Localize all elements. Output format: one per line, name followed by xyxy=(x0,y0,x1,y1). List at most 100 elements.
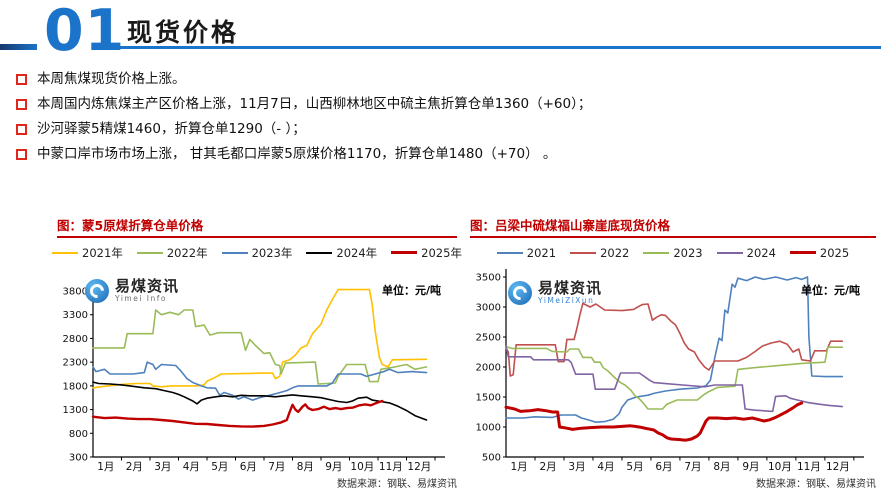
chart-panel-luliang-coal: 图：吕梁中硫煤福山寨崖底现货价格 2021 2022 2023 2024 2025 50… xyxy=(470,218,876,490)
svg-text:300: 300 xyxy=(69,453,88,464)
svg-text:3月: 3月 xyxy=(568,461,585,473)
legend-item: 2021年 xyxy=(52,245,123,261)
legend-item: 2024年 xyxy=(306,245,377,261)
svg-text:3300: 3300 xyxy=(63,310,88,321)
svg-text:2月: 2月 xyxy=(126,461,143,473)
legend-swatch xyxy=(789,251,816,254)
svg-text:4月: 4月 xyxy=(183,461,200,473)
svg-text:6月: 6月 xyxy=(240,461,257,473)
bullet-item: 中蒙口岸市场市场上涨， 甘其毛都口岸蒙5原煤价格1170，折算仓单1480（+7… xyxy=(14,142,864,167)
svg-text:12月: 12月 xyxy=(826,461,850,473)
legend-swatch xyxy=(716,251,743,254)
bullet-list: 本周焦煤现货价格上涨。本周国内炼焦煤主产区价格上涨，11月7日，山西柳林地区中硫… xyxy=(14,67,864,167)
svg-text:12月: 12月 xyxy=(407,461,431,473)
svg-text:1000: 1000 xyxy=(476,423,501,434)
legend-label: 2021 xyxy=(526,245,557,260)
legend-swatch xyxy=(496,251,523,254)
bullet-text: 本周国内炼焦煤主产区价格上涨，11月7日，山西柳林地区中硫主焦折算仓单1360（… xyxy=(37,96,592,112)
plot-area: 300 800 1300 1800 2300 2800 3300 3800 1月 2月 3月 4月 5月… xyxy=(57,261,457,473)
svg-text:2月: 2月 xyxy=(539,461,556,473)
legend-swatch xyxy=(221,251,248,254)
svg-text:2800: 2800 xyxy=(63,334,88,345)
watermark-name: 易煤资讯 xyxy=(538,279,603,297)
unit-label: 单位：元/吨 xyxy=(800,284,860,297)
yimei-logo-icon xyxy=(508,281,532,305)
legend-label: 2022年 xyxy=(166,245,208,260)
svg-text:3月: 3月 xyxy=(154,461,171,473)
svg-text:3500: 3500 xyxy=(476,273,501,284)
bullet-text: 本周焦煤现货价格上涨。 xyxy=(37,71,186,87)
legend-label: 2022 xyxy=(600,245,630,260)
page-title: 现货价格 xyxy=(127,18,240,47)
legend-swatch xyxy=(643,251,670,254)
svg-text:2500: 2500 xyxy=(476,333,501,344)
svg-text:3000: 3000 xyxy=(476,303,501,314)
svg-text:9月: 9月 xyxy=(325,461,342,473)
legend-item: 2025年 xyxy=(391,245,462,261)
legend-label: 2021年 xyxy=(82,245,123,260)
bullet-item: 沙河驿蒙5精煤1460，折算仓单1290（- ）； xyxy=(14,117,864,142)
bullet-text: 中蒙口岸市场市场上涨， 甘其毛都口岸蒙5原煤价格1170，折算仓单1480（+7… xyxy=(37,146,557,162)
svg-text:11月: 11月 xyxy=(379,461,403,473)
unit-label: 单位：元/吨 xyxy=(381,284,441,297)
legend-item: 2024 xyxy=(716,245,776,260)
svg-text:11月: 11月 xyxy=(797,461,821,473)
svg-text:7月: 7月 xyxy=(684,461,701,473)
bullet-item: 本周国内炼焦煤主产区价格上涨，11月7日，山西柳林地区中硫主焦折算仓单1360（… xyxy=(14,92,864,117)
legend-item: 2023年 xyxy=(221,245,293,261)
svg-text:1300: 1300 xyxy=(63,405,88,416)
legend-label: 2025年 xyxy=(421,245,462,260)
yimei-logo-icon xyxy=(85,279,109,303)
legend-label: 2023 xyxy=(673,245,703,260)
watermark-logo: 易煤资讯 YiMeiZiXun xyxy=(508,281,602,305)
chart-title-underline xyxy=(57,236,457,238)
legend-swatch xyxy=(570,251,597,254)
watermark-subtitle: Yimei Info xyxy=(115,294,167,303)
header-underline xyxy=(118,46,881,49)
bullet-square-icon xyxy=(16,124,27,135)
legend-swatch xyxy=(136,251,163,254)
svg-text:6月: 6月 xyxy=(655,461,672,473)
chart-panel-mongolian-coal: 图：蒙5原煤折算仓单价格 2021年 2022年 2023年 2024年 2025年 3… xyxy=(52,218,462,490)
data-source: 数据来源：钢联、易煤资讯 xyxy=(337,479,457,490)
svg-text:9月: 9月 xyxy=(742,461,759,473)
chart-legend: 2021年 2022年 2023年 2024年 2025年 xyxy=(52,245,462,261)
legend-label: 2023年 xyxy=(251,245,293,260)
svg-text:1500: 1500 xyxy=(476,393,501,404)
plot-area: 500 1000 1500 2000 2500 3000 3500 1月 2月 3月 4月 5月 6月 7… xyxy=(470,261,876,473)
bullet-square-icon xyxy=(16,99,27,110)
svg-text:2000: 2000 xyxy=(476,363,501,374)
svg-text:2300: 2300 xyxy=(63,358,88,369)
svg-text:1月: 1月 xyxy=(97,461,114,473)
legend-label: 2024 xyxy=(746,245,776,260)
svg-text:10月: 10月 xyxy=(350,461,374,473)
legend-label: 2024年 xyxy=(336,245,378,260)
watermark-logo: 易煤资讯 Yimei Info xyxy=(85,279,179,303)
legend-item: 2023 xyxy=(643,245,703,260)
header-accent-dash xyxy=(0,44,37,50)
legend-swatch xyxy=(391,251,418,254)
section-number: 01 xyxy=(44,0,126,64)
svg-text:800: 800 xyxy=(69,429,88,440)
legend-swatch xyxy=(306,251,333,254)
svg-text:1800: 1800 xyxy=(63,381,88,392)
chart-legend: 2021 2022 2023 2024 2025 xyxy=(470,245,876,260)
chart-title: 图：吕梁中硫煤福山寨崖底现货价格 xyxy=(470,218,671,233)
svg-text:8月: 8月 xyxy=(297,461,314,473)
line-chart: 500 1000 1500 2000 2500 3000 3500 1月 2月 3月 4月 5月 6月 7… xyxy=(476,269,864,473)
data-source: 数据来源：钢联、易煤资讯 xyxy=(756,479,876,490)
svg-text:3800: 3800 xyxy=(63,287,88,298)
bullet-item: 本周焦煤现货价格上涨。 xyxy=(14,67,864,92)
svg-text:4月: 4月 xyxy=(597,461,614,473)
legend-swatch xyxy=(52,251,79,254)
bullet-square-icon xyxy=(16,149,27,160)
svg-text:1月: 1月 xyxy=(510,461,527,473)
legend-item: 2022年 xyxy=(136,245,208,261)
line-chart: 300 800 1300 1800 2300 2800 3300 3800 1月 2月 3月 4月 5月… xyxy=(63,283,445,473)
bullet-text: 沙河驿蒙5精煤1460，折算仓单1290（- ）； xyxy=(37,121,306,137)
svg-text:7月: 7月 xyxy=(268,461,285,473)
legend-item: 2021 xyxy=(496,245,557,260)
svg-text:5月: 5月 xyxy=(211,461,228,473)
legend-item: 2022 xyxy=(570,246,629,260)
